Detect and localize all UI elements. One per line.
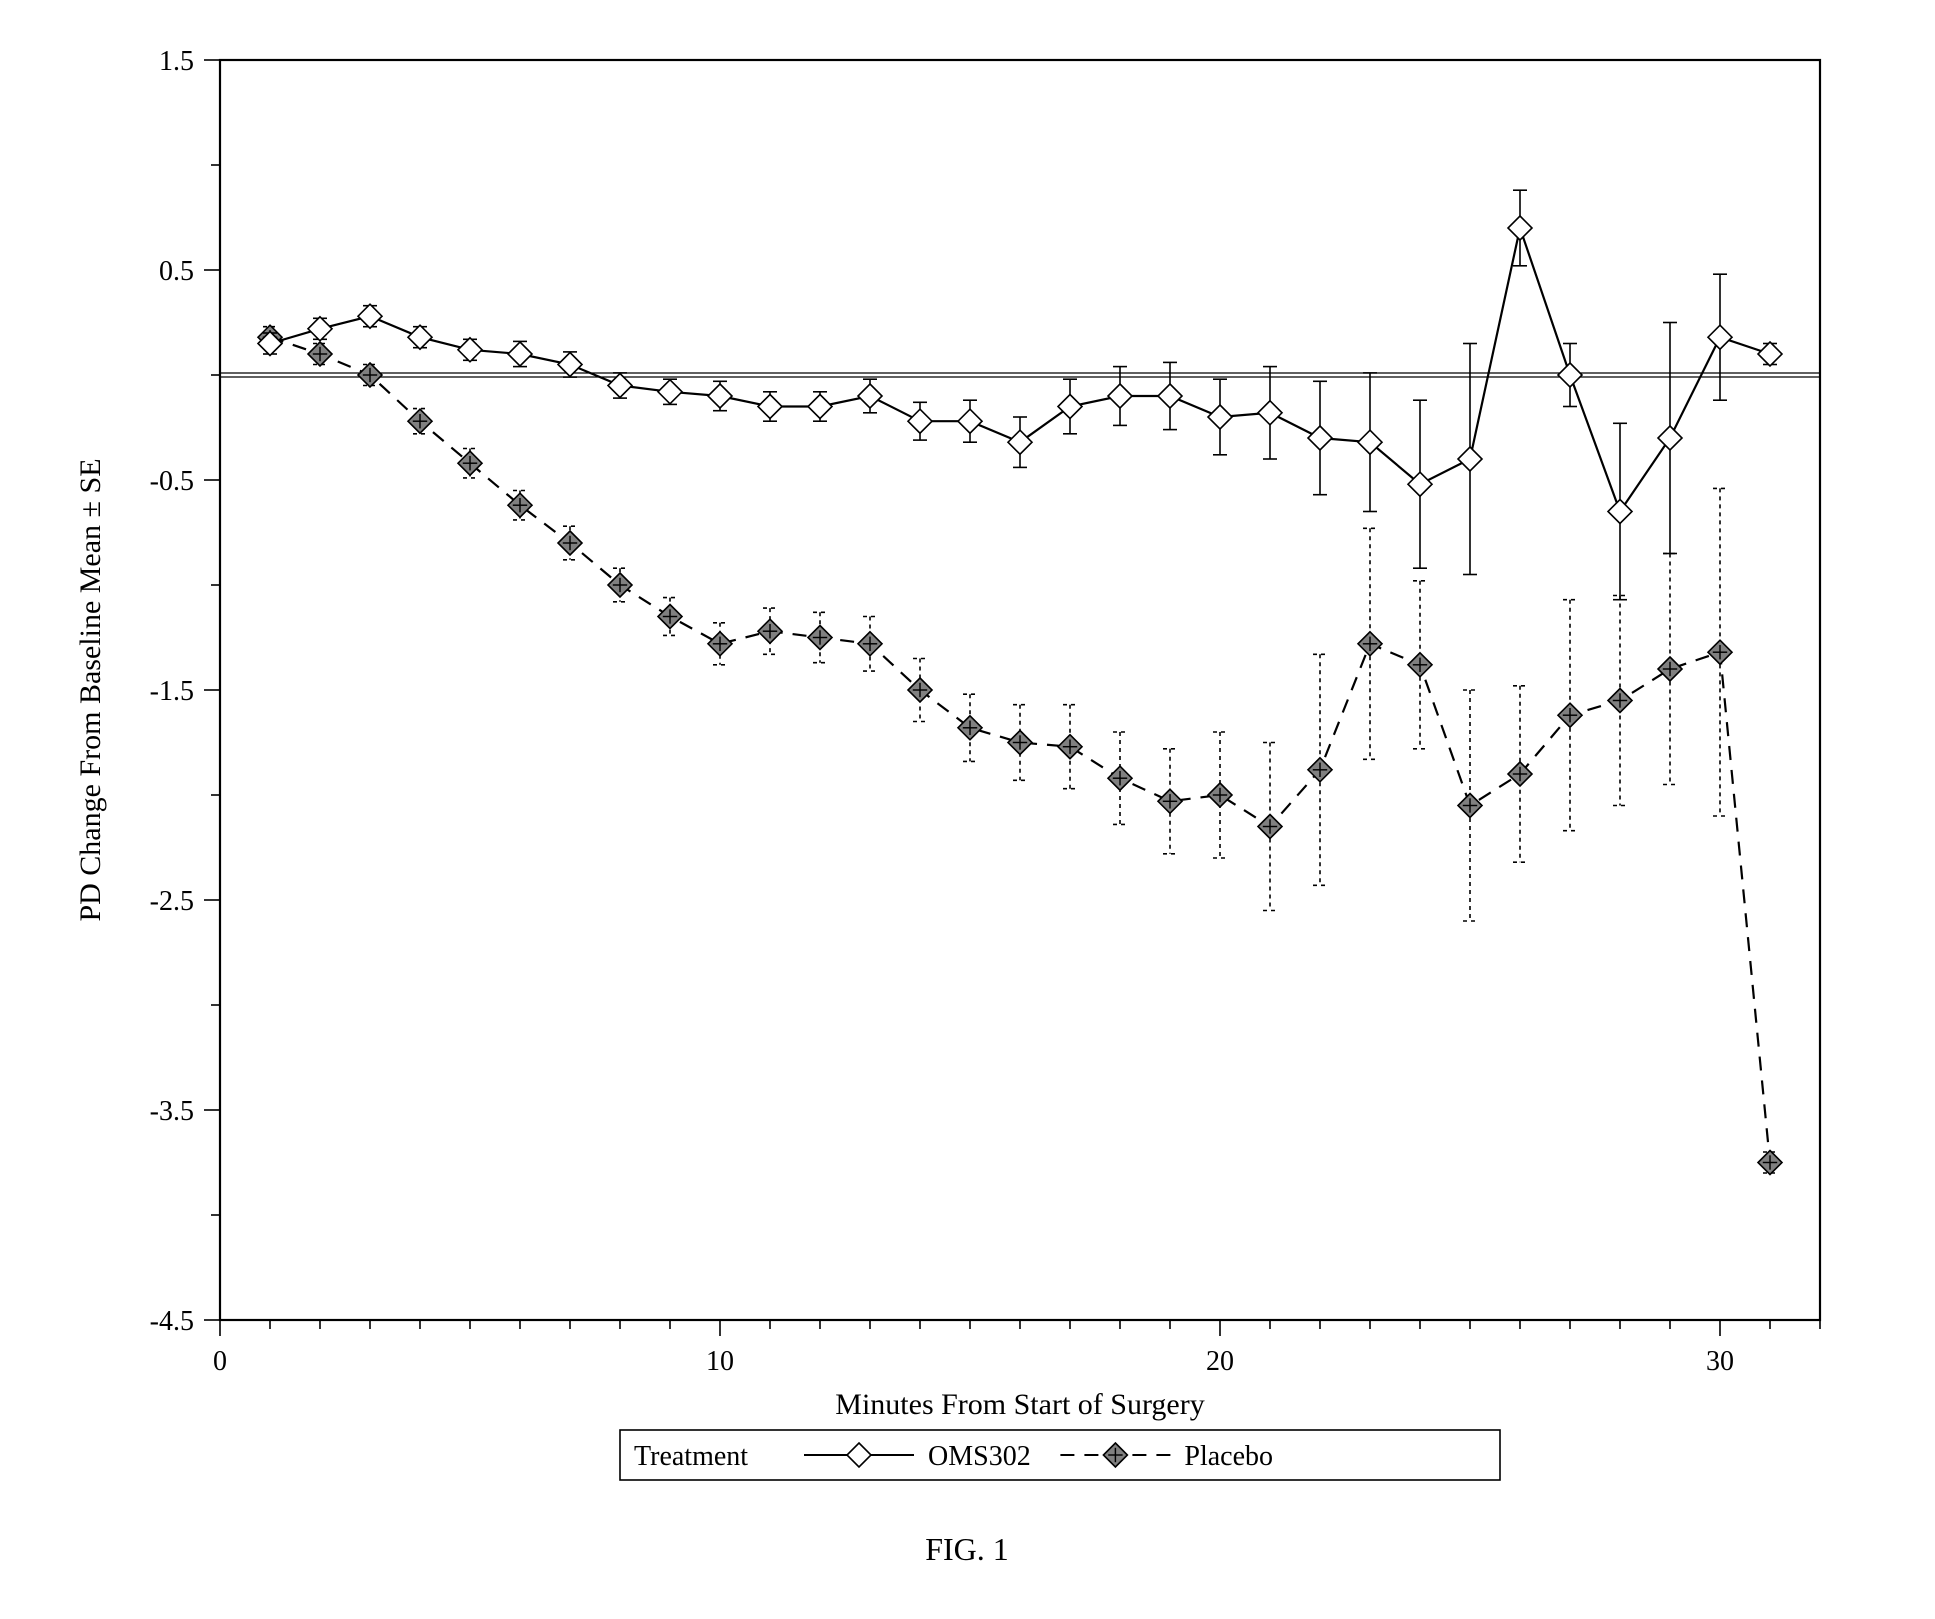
y-tick-label: -3.5 — [150, 1096, 194, 1127]
legend-entry-label: Placebo — [1184, 1441, 1273, 1472]
x-tick-label: 10 — [706, 1346, 734, 1377]
chart-svg: 0 10 20 30 Minutes From Start of Surgery -4.5… — [0, 0, 1935, 1619]
legend-title: Treatment — [634, 1441, 748, 1472]
y-tick-label: 0.5 — [159, 256, 194, 287]
x-tick-label: 20 — [1206, 1346, 1234, 1377]
y-tick-label: -2.5 — [150, 886, 194, 917]
x-tick-label: 30 — [1706, 1346, 1734, 1377]
y-axis-label: PD Change From Baseline Mean ± SE — [74, 458, 107, 921]
y-tick-label: -0.5 — [150, 466, 194, 497]
y-tick-label: -4.5 — [150, 1306, 194, 1337]
figure-container: 0 10 20 30 Minutes From Start of Surgery -4.5… — [0, 0, 1935, 1619]
y-tick-label: -1.5 — [150, 676, 194, 707]
figure-caption: FIG. 1 — [925, 1531, 1009, 1567]
legend-entry-label: OMS302 — [928, 1441, 1031, 1472]
legend: Treatment OMS302 Placebo — [620, 1430, 1500, 1480]
x-axis-label: Minutes From Start of Surgery — [835, 1388, 1204, 1421]
y-tick-label: 1.5 — [159, 46, 194, 77]
x-tick-label: 0 — [213, 1346, 227, 1377]
